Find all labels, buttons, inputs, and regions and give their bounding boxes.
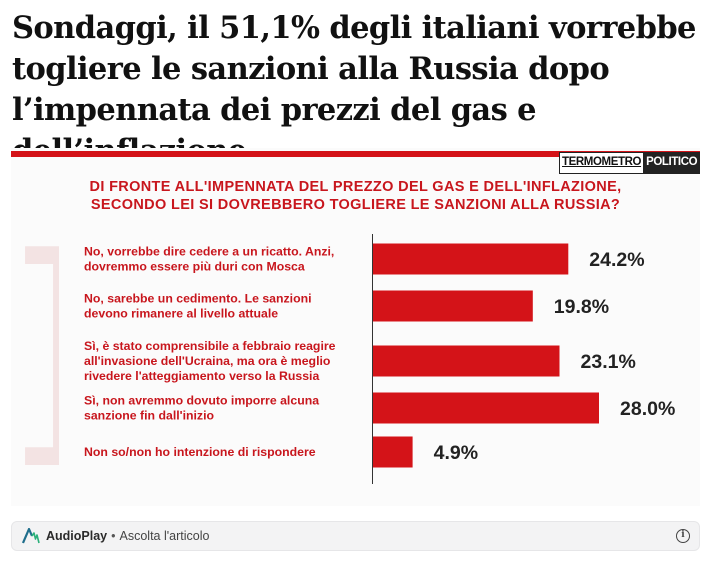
listen-article-label[interactable]: Ascolta l'articolo xyxy=(119,529,210,543)
category-label: devono rimanere al livello attuale xyxy=(84,307,278,321)
chart-title: DI FRONTE ALL'IMPENNATA DEL PREZZO DEL G… xyxy=(11,178,700,214)
bar xyxy=(373,345,560,377)
info-icon[interactable]: i xyxy=(676,529,690,543)
category-label: Sì, è stato comprensibile a febbraio rea… xyxy=(84,339,336,353)
chart-title-line: DI FRONTE ALL'IMPENNATA DEL PREZZO DEL G… xyxy=(89,179,622,195)
audioplay-bar[interactable]: AudioPlay • Ascolta l'articolo i xyxy=(11,521,700,551)
bar xyxy=(373,243,569,275)
bar-value-label: 19.8% xyxy=(554,296,609,318)
headline-line: Sondaggi, il 51,1% degli italiani vorreb… xyxy=(12,10,696,46)
category-label: all'invasione dell'Ucraina, ma ora è meg… xyxy=(84,354,331,368)
category-label: dovremmo essere più duri con Mosca xyxy=(84,260,305,274)
category-label: sanzione fin dall'inizio xyxy=(84,409,214,423)
logo-part1: TERMOMETRO xyxy=(562,156,642,168)
watermark-decoration: L xyxy=(11,230,59,500)
category-label: rivedere l'atteggiamento verso la Russia xyxy=(84,369,319,383)
bar-value-label: 24.2% xyxy=(589,249,644,271)
category-label: Non so/non ho intenzione di rispondere xyxy=(84,445,316,459)
audioplay-brand: AudioPlay xyxy=(46,529,108,543)
category-label: Sì, non avremmo dovuto imporre alcuna xyxy=(84,394,319,408)
bar-chart: 24.2% No, vorrebbe dire cedere a un ricat… xyxy=(84,234,675,484)
poll-chart-image: TERMOMETRO POLITICO L DI FRONTE ALL'IMPE… xyxy=(11,148,700,506)
article-headline: Sondaggi, il 51,1% degli italiani vorreb… xyxy=(12,8,712,172)
termometro-politico-logo: TERMOMETRO POLITICO xyxy=(559,152,700,174)
audioplay-separator: • xyxy=(111,529,116,543)
logo-part2: POLITICO xyxy=(643,153,700,173)
bar xyxy=(373,392,599,424)
bar xyxy=(373,290,533,322)
bar-value-label: 4.9% xyxy=(434,442,478,464)
top-red-rule xyxy=(11,151,700,157)
chart-title-line: SECONDO LEI SI DOVREBBERO TOGLIERE LE SA… xyxy=(90,197,621,213)
bar-value-label: 28.0% xyxy=(620,398,675,420)
category-label: No, sarebbe un cedimento. Le sanzioni xyxy=(84,292,312,306)
headline-line: togliere le sanzioni alla Russia dopo xyxy=(12,51,610,87)
bar-value-label: 23.1% xyxy=(581,351,636,373)
bar xyxy=(373,436,413,468)
audioplay-logo-icon xyxy=(22,528,40,544)
category-label: No, vorrebbe dire cedere a un ricatto. A… xyxy=(84,245,334,259)
